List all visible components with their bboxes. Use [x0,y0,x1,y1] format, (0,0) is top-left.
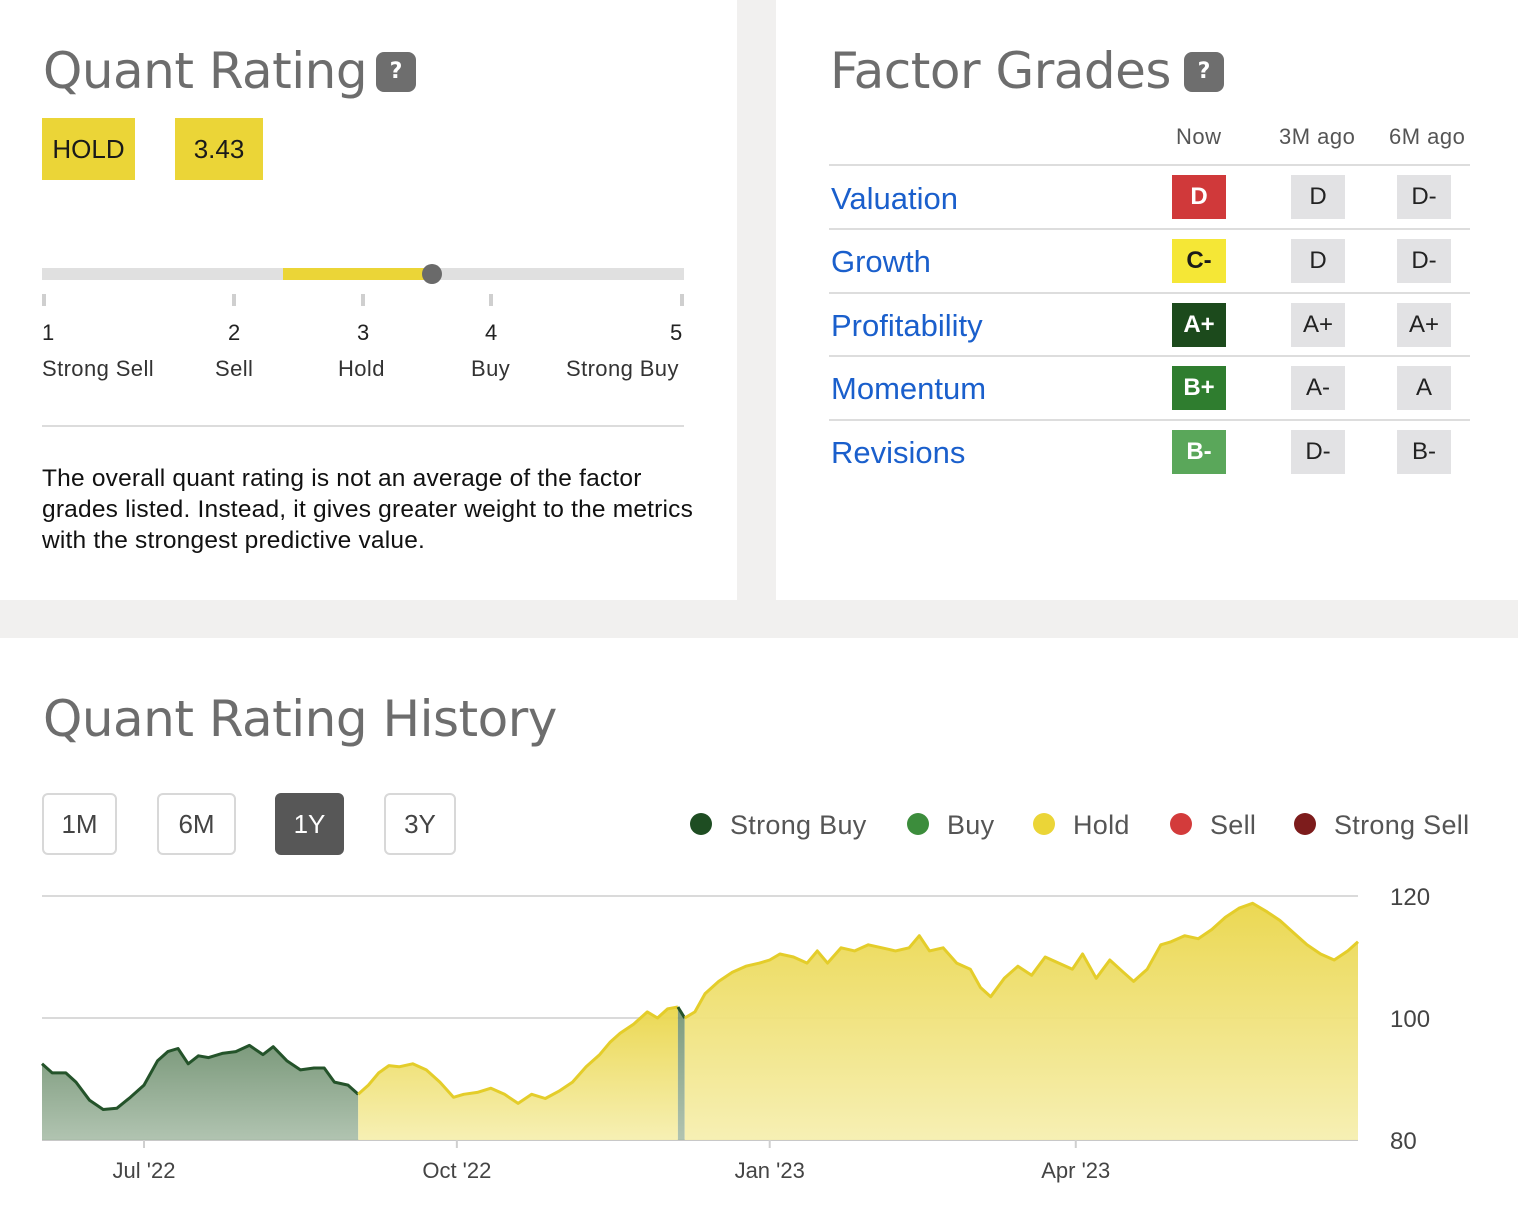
legend-strong-sell[interactable]: Strong Sell [1294,810,1469,840]
legend-label: Hold [1073,810,1130,840]
help-icon[interactable]: ? [1184,52,1224,92]
factor-link-valuation[interactable]: Valuation [831,181,958,216]
scale-tick [680,294,684,306]
history-title: Quant Rating History [43,690,557,748]
factor-link-revisions[interactable]: Revisions [831,435,966,470]
header-6m-ago: 6M ago [1389,124,1466,149]
scale-label-strong-buy: Strong Buy [566,356,679,381]
factor-link-momentum[interactable]: Momentum [831,371,987,406]
grade-3m: A+ [1291,303,1345,347]
rating-value-badge: 3.43 [175,118,263,180]
area-layer [42,903,1358,1140]
scale-tick [489,294,493,306]
legend-label: Sell [1210,810,1257,840]
legend-hold[interactable]: Hold [1033,810,1130,840]
rating-scale-track [42,264,684,284]
rating-history-chart[interactable]: 80 100 120 Jul '22 Oct '22 Jan '23 Apr '23 [0,858,1518,1226]
grade-now: D [1172,175,1226,219]
factor-link-growth[interactable]: Growth [831,244,931,279]
legend-dot-icon [1033,812,1055,835]
legend-strong-buy[interactable]: Strong Buy [690,810,867,840]
grade-now: B- [1172,430,1226,474]
axis-layer: 80 100 120 Jul '22 Oct '22 Jan '23 Apr '23 [113,884,1430,1183]
grade-3m: A- [1291,366,1345,410]
row-divider [829,292,1470,294]
legend-label: Strong Buy [730,810,867,840]
header-now: Now [1176,124,1222,149]
grade-6m: A+ [1397,303,1451,347]
quant-rating-title: Quant Rating [43,42,368,100]
line-layer [41,901,1359,1111]
quant-rating-panel: Quant Rating ? HOLD 3.43 1 2 3 4 5 Stron… [0,0,737,600]
legend-buy[interactable]: Buy [907,810,994,840]
grade-3m: D- [1291,430,1345,474]
grade-6m: A [1397,366,1451,410]
scale-tick [361,294,365,306]
area-segment-strong-buy [42,1045,359,1140]
scale-number: 3 [357,320,370,345]
row-divider [829,228,1470,230]
legend-dot-icon [907,812,929,835]
x-tick-label: Apr '23 [1041,1158,1110,1183]
grade-now: A+ [1172,303,1226,347]
legend-dot-icon [1294,812,1316,835]
scale-tick [42,294,46,306]
scale-label-buy: Buy [471,356,511,381]
rating-scale-fill [282,268,432,280]
rating-note: The overall quant rating is not an avera… [42,465,694,554]
help-icon[interactable]: ? [376,52,416,92]
area-segment-hold [358,1007,678,1140]
scale-tick [232,294,236,306]
grade-3m: D [1291,239,1345,283]
scale-label-strong-sell: Strong Sell [42,356,155,381]
area-segment-strong-buy [677,1007,685,1140]
legend-label: Strong Sell [1334,810,1470,840]
scale-number: 2 [228,320,241,345]
row-divider [829,419,1470,421]
quant-rating-history-panel: Quant Rating History 1M 6M 1Y 3Y Strong … [0,638,1518,1226]
x-tick-label: Oct '22 [422,1158,491,1183]
divider [42,425,684,427]
legend-dot-icon [1170,812,1192,835]
rating-scale-marker [422,264,442,284]
factor-link-profitability[interactable]: Profitability [831,308,983,343]
series-line-segment [676,1006,686,1019]
range-button-1m[interactable]: 1M [42,793,117,855]
scale-number: 5 [670,320,683,345]
grade-now: B+ [1172,366,1226,410]
row-divider [829,355,1470,357]
x-tick-label: Jan '23 [735,1158,805,1183]
grade-6m: D- [1397,239,1451,283]
grade-6m: D- [1397,175,1451,219]
y-tick-label: 120 [1390,884,1430,911]
y-tick-label: 80 [1390,1128,1417,1155]
row-divider [829,164,1470,166]
scale-label-sell: Sell [215,356,254,381]
legend-sell[interactable]: Sell [1170,810,1256,840]
grade-now: C- [1172,239,1226,283]
range-button-1y[interactable]: 1Y [275,793,344,855]
scale-number: 1 [42,320,55,345]
rating-label-badge: HOLD [42,118,135,180]
range-button-3y[interactable]: 3Y [384,793,456,855]
factor-grades-panel: Factor Grades ? Now 3M ago 6M ago Valuat… [776,0,1518,600]
grade-3m: D [1291,175,1345,219]
series-line-segment [357,1005,679,1105]
series-line-segment [41,1043,360,1111]
series-line-segment [683,901,1359,1020]
factor-grades-title: Factor Grades [830,42,1171,100]
y-tick-label: 100 [1390,1006,1430,1033]
area-segment-hold [684,903,1358,1140]
scale-number: 4 [485,320,498,345]
legend-dot-icon [690,812,712,835]
grade-6m: B- [1397,430,1451,474]
x-tick-label: Jul '22 [113,1158,176,1183]
legend-label: Buy [947,810,995,840]
range-button-6m[interactable]: 6M [157,793,236,855]
scale-label-hold: Hold [338,356,385,381]
header-3m-ago: 3M ago [1279,124,1356,149]
